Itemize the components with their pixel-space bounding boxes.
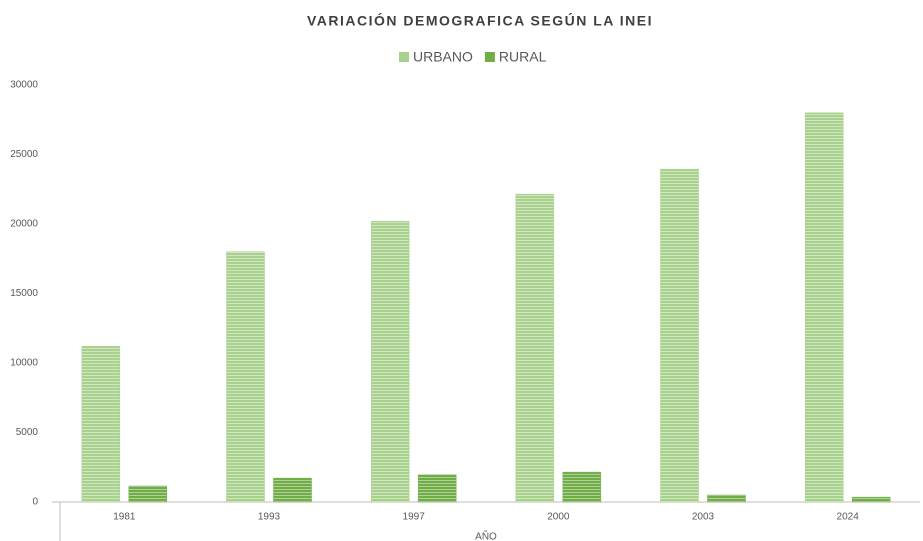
x-tick-label: 2000 <box>547 512 570 523</box>
bar <box>851 496 891 503</box>
legend-label: URBANO <box>413 49 473 65</box>
y-tick-label: 25000 <box>10 149 38 160</box>
legend-label: RURAL <box>499 49 547 65</box>
x-tick-label: 1997 <box>403 512 426 523</box>
bar <box>417 474 457 503</box>
x-tick-label: 1993 <box>258 512 281 523</box>
y-tick-label: 10000 <box>10 358 38 369</box>
chart-title: VARIACIÓN DEMOGRAFICA SEGÚN LA INEI <box>307 12 653 29</box>
bar <box>804 112 844 503</box>
bar <box>273 477 312 503</box>
bar <box>707 494 746 503</box>
bar <box>660 168 699 503</box>
legend-swatch <box>484 52 495 62</box>
x-tick-label: 1981 <box>113 512 136 523</box>
legend-swatch <box>399 52 409 62</box>
bar <box>81 346 121 503</box>
x-tick-label: 2003 <box>692 512 715 523</box>
bar <box>128 485 168 503</box>
y-tick-label: 20000 <box>10 219 38 230</box>
y-tick-label: 15000 <box>10 288 38 299</box>
bar <box>515 193 555 503</box>
bar <box>370 220 410 503</box>
x-axis-label: AÑO <box>475 530 497 541</box>
y-tick-label: 0 <box>32 497 38 508</box>
bar <box>562 471 602 503</box>
y-tick-label: 30000 <box>10 80 38 91</box>
bar <box>226 251 265 503</box>
y-tick-label: 5000 <box>16 427 39 438</box>
x-tick-label: 2024 <box>837 512 860 523</box>
